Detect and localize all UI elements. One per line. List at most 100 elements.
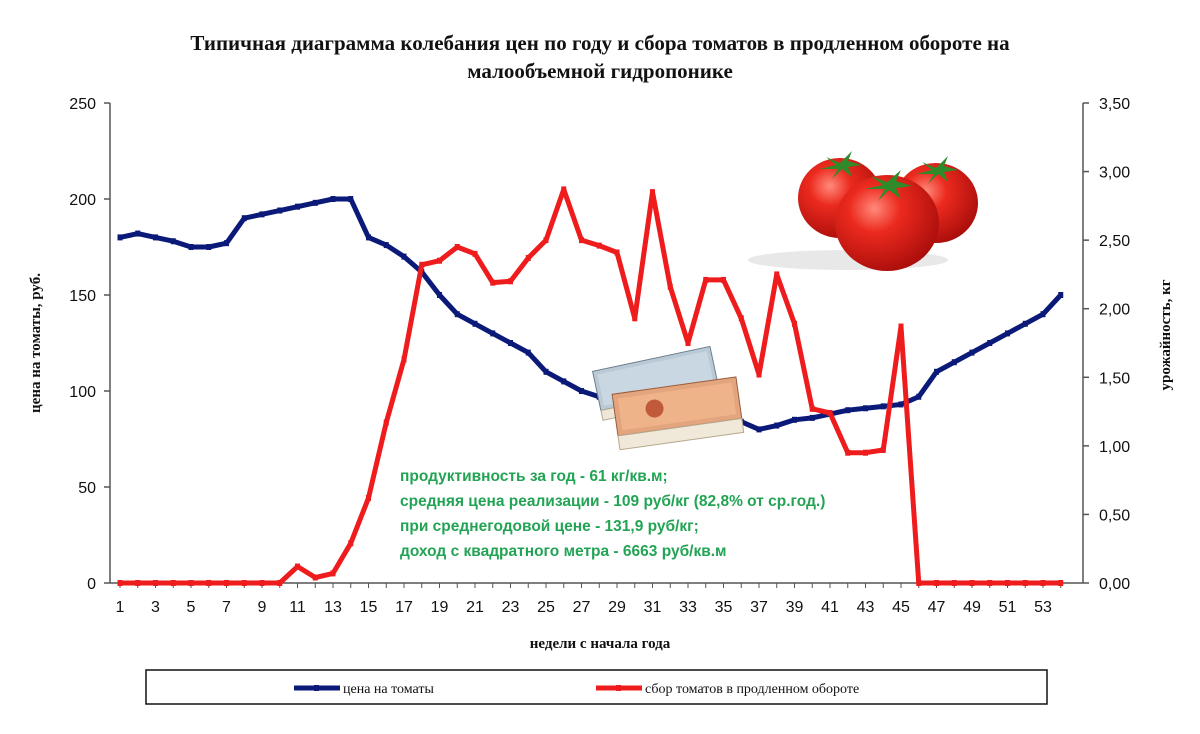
series-1-point — [685, 340, 691, 346]
series-0-point — [366, 234, 371, 241]
series-1-point — [756, 371, 762, 378]
series-0-point — [1058, 292, 1064, 298]
x-tick-label: 3 — [151, 599, 160, 616]
series-1-point — [614, 249, 620, 256]
annotation-block: продуктивность за год - 61 кг/кв.м; сред… — [400, 468, 825, 560]
x-tick-label: 7 — [222, 599, 231, 616]
legend-label-price: цена на томаты — [343, 682, 435, 697]
x-tick-label: 27 — [573, 599, 591, 616]
x-tick-label: 33 — [679, 599, 697, 616]
series-0-point — [490, 330, 496, 337]
series-1-point — [1040, 580, 1046, 586]
series-1-point — [241, 580, 247, 586]
series-0-point — [259, 211, 265, 218]
x-axis-label: недели с начала года — [530, 636, 671, 652]
series-1 — [117, 186, 1064, 586]
series-0-point — [153, 234, 158, 241]
left-tick-label: 250 — [69, 96, 96, 113]
series-0-point — [987, 340, 993, 346]
series-1-point — [348, 540, 354, 547]
x-tick-label: 53 — [1034, 599, 1052, 616]
series-1-point — [277, 580, 283, 586]
series-1-point — [951, 580, 957, 586]
series-1-point — [792, 320, 797, 327]
left-tick-label: 100 — [69, 384, 96, 401]
series-1-point — [650, 189, 655, 196]
series-0-point — [579, 388, 584, 394]
series-0-point — [863, 405, 868, 412]
x-tick-label: 17 — [395, 599, 413, 616]
series-0-point — [951, 359, 957, 366]
left-tick-label: 0 — [87, 576, 96, 593]
series-0-point — [241, 215, 247, 222]
series-0-point — [774, 422, 780, 429]
left-tick-label: 150 — [69, 288, 96, 305]
series-1-point — [632, 315, 638, 322]
series-0-point — [898, 401, 904, 408]
right-axis-ticks: 0,00 0,50 1,00 1,50 2,00 2,50 3,00 3,50 — [1083, 96, 1130, 593]
x-tick-label: 31 — [644, 599, 662, 616]
right-tick-label: 3,50 — [1099, 96, 1130, 113]
series-1-point — [579, 237, 584, 244]
series-0-point — [472, 320, 478, 327]
x-tick-label: 11 — [289, 599, 306, 616]
x-tick-label: 47 — [928, 599, 946, 616]
series-0-point — [934, 368, 939, 375]
x-tick-label: 37 — [750, 599, 768, 616]
annotation-line-3: при среднегодовой цене - 131,9 руб/кг; — [400, 518, 699, 535]
x-tick-label: 13 — [324, 599, 342, 616]
series-0-point — [845, 407, 851, 414]
x-tick-label: 23 — [502, 599, 520, 616]
series-1-point — [153, 580, 158, 586]
legend-marker-price — [314, 685, 319, 691]
series-0-point — [508, 340, 513, 346]
right-tick-label: 1,50 — [1099, 370, 1130, 387]
series-layer — [117, 186, 1064, 586]
series-0-point — [348, 196, 354, 202]
series-1-point — [295, 563, 300, 570]
x-tick-label: 35 — [715, 599, 733, 616]
series-1-point — [880, 446, 886, 453]
series-1-point — [1005, 580, 1010, 586]
right-tick-label: 2,50 — [1099, 233, 1130, 250]
series-0-point — [1022, 320, 1028, 327]
left-tick-label: 200 — [69, 192, 96, 209]
series-1-point — [863, 449, 868, 456]
series-1-point — [472, 250, 478, 257]
series-1-point — [525, 254, 531, 261]
right-tick-label: 2,00 — [1099, 302, 1130, 319]
series-1-point — [561, 186, 567, 193]
x-tick-label: 39 — [786, 599, 804, 616]
series-1-point — [667, 283, 673, 290]
series-0-point — [561, 378, 567, 385]
series-1-point — [596, 242, 602, 249]
annotation-line-1: продуктивность за год - 61 кг/кв.м; — [400, 468, 668, 485]
chart-title-line2: малообъемной гидропонике — [467, 59, 733, 83]
right-tick-label: 0,50 — [1099, 507, 1130, 524]
series-0-point — [277, 207, 283, 214]
x-tick-label: 9 — [258, 599, 267, 616]
series-0-point — [880, 403, 886, 410]
series-0-point — [454, 311, 460, 318]
series-1-point — [401, 356, 407, 363]
chart-title-line1: Типичная диаграмма колебания цен по году… — [190, 31, 1010, 55]
right-tick-label: 0,00 — [1099, 576, 1130, 593]
series-1-point — [419, 261, 425, 268]
series-1-point — [1022, 580, 1028, 586]
series-0-point — [525, 349, 531, 356]
series-0-point — [969, 349, 975, 356]
series-0-point — [170, 238, 176, 245]
series-1-point — [898, 323, 904, 330]
x-tick-label: 19 — [431, 599, 449, 616]
series-1-point — [330, 570, 336, 577]
series-0-point — [206, 244, 212, 250]
series-0-point — [437, 292, 442, 298]
series-1-point — [703, 276, 709, 283]
series-1-point — [987, 580, 993, 586]
x-axis-ticks: 1 3 5 7 9 11 13 15 17 19 21 23 25 27 29 31 33 35 37 39 41 43 4… — [116, 583, 1062, 616]
legend: цена на томаты сбор томатов в продленном… — [145, 669, 1048, 705]
series-0-point — [1040, 311, 1046, 318]
series-1-point — [934, 580, 939, 586]
series-1-point — [1058, 580, 1064, 586]
